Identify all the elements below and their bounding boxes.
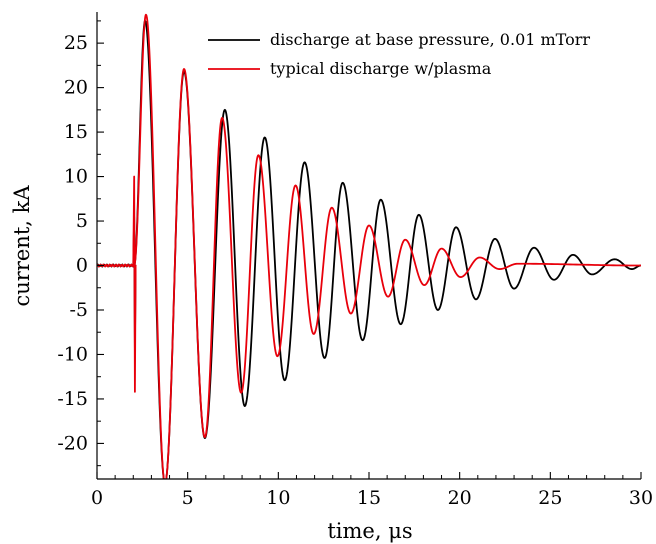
- x-tick-label-20: 20: [448, 487, 472, 509]
- x-tick-label-15: 15: [357, 487, 381, 509]
- y-tick-label--15: -15: [57, 388, 88, 410]
- x-tick-label-25: 25: [538, 487, 562, 509]
- y-tick-label-10: 10: [64, 166, 88, 188]
- axes-layer: 0 5 10 15 20 25 30 -20 -15 -10 -5 0 5 10 15 20 25: [57, 12, 653, 509]
- y-tick-label-20: 20: [64, 77, 88, 99]
- y-axis-title: current, kA: [10, 185, 34, 307]
- x-tick-label-5: 5: [182, 487, 194, 509]
- y-tick-label-0: 0: [76, 255, 88, 277]
- series-layer: [97, 13, 641, 479]
- y-tick-label--10: -10: [57, 343, 88, 365]
- x-tick-label-0: 0: [91, 487, 103, 509]
- y-tick-label-15: 15: [64, 121, 88, 143]
- x-tick-label-30: 30: [629, 487, 653, 509]
- y-tick-label--5: -5: [69, 299, 88, 321]
- series-line-plasma: [97, 13, 641, 479]
- y-tick-label--20: -20: [57, 432, 88, 454]
- x-axis-title: time, μs: [327, 519, 412, 543]
- y-tick-label-5: 5: [76, 210, 88, 232]
- x-tick-label-10: 10: [266, 487, 290, 509]
- y-tick-label-25: 25: [64, 32, 88, 54]
- legend-label-1: typical discharge w/plasma: [270, 59, 492, 78]
- legend-label-0: discharge at base pressure, 0.01 mTorr: [270, 30, 590, 49]
- legend: discharge at base pressure, 0.01 mTorr ty…: [208, 30, 590, 78]
